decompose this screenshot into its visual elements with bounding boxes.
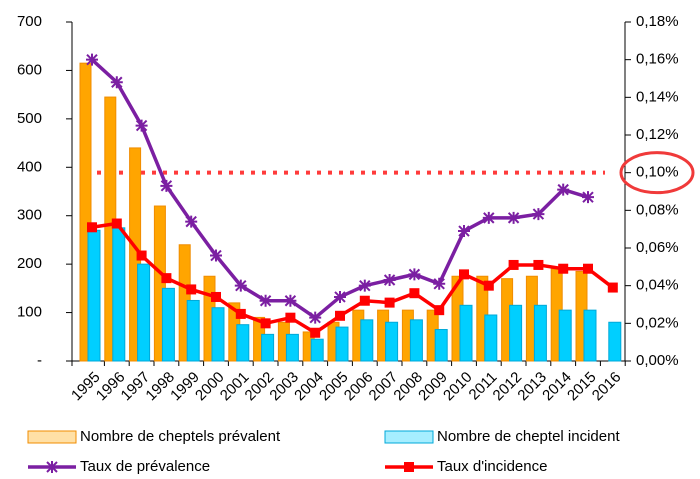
bar — [434, 329, 448, 362]
bar — [236, 324, 250, 362]
marker — [235, 308, 246, 319]
marker — [334, 290, 346, 303]
marker — [607, 282, 618, 293]
marker — [136, 250, 147, 261]
highlight-circle — [619, 151, 695, 195]
bar — [161, 287, 175, 362]
marker — [310, 327, 321, 338]
legend-swatch — [27, 430, 77, 444]
marker — [433, 277, 446, 290]
bar — [211, 307, 225, 362]
y-tick-label: 400 — [17, 158, 42, 175]
marker — [335, 310, 345, 321]
x-tick-label: 2016 — [589, 369, 625, 405]
marker — [211, 291, 221, 302]
marker — [459, 269, 469, 280]
marker — [358, 279, 371, 292]
marker — [185, 215, 198, 228]
marker — [86, 53, 98, 66]
bar — [385, 321, 399, 362]
legend-swatch — [384, 430, 434, 444]
marker — [583, 263, 593, 274]
marker — [482, 211, 495, 224]
bar — [459, 304, 473, 362]
marker — [160, 179, 173, 192]
y-tick-label: - — [37, 352, 42, 369]
y2-tick-label: 0,04% — [636, 277, 679, 294]
bar — [583, 309, 597, 362]
legend-label: Nombre de cheptel incident — [437, 428, 620, 445]
marker — [110, 76, 123, 89]
marker — [558, 263, 569, 274]
y2-tick-label: 0,08% — [636, 201, 679, 218]
marker — [234, 279, 247, 292]
marker — [409, 288, 420, 299]
y2-tick-label: 0,02% — [636, 314, 679, 331]
legend-marker — [404, 462, 414, 472]
marker — [483, 280, 494, 291]
bar — [533, 304, 547, 362]
marker — [260, 318, 271, 329]
bar — [335, 326, 349, 362]
marker — [259, 294, 272, 307]
bar — [509, 304, 523, 362]
legend-label: Nombre de cheptels prévalent — [80, 428, 281, 445]
marker — [111, 218, 122, 229]
y2-tick-label: 0,14% — [636, 88, 679, 105]
marker — [87, 222, 97, 233]
marker — [434, 305, 445, 316]
marker — [135, 119, 148, 132]
y-tick-label: 100 — [17, 304, 42, 321]
bar — [112, 227, 126, 362]
marker — [210, 249, 222, 262]
marker — [186, 284, 197, 295]
bar — [186, 299, 200, 362]
marker — [408, 268, 421, 281]
bar — [558, 309, 572, 362]
bar — [153, 205, 166, 362]
y2-tick-label: 0,12% — [636, 126, 679, 143]
marker — [508, 259, 519, 270]
marker — [383, 274, 396, 287]
line — [91, 221, 614, 335]
marker — [161, 273, 172, 284]
legend-label: Taux d'incidence — [437, 458, 547, 475]
marker — [557, 183, 570, 196]
marker — [582, 191, 594, 204]
y2-tick-label: 0,06% — [636, 239, 679, 256]
legend-marker — [46, 461, 58, 473]
y2-tick-label: 0,18% — [636, 13, 679, 30]
marker — [384, 297, 395, 308]
bar — [87, 229, 101, 362]
bar — [484, 314, 498, 362]
marker — [507, 211, 520, 224]
y-tick-label: 300 — [17, 207, 42, 224]
y2-tick-label: 0,16% — [636, 51, 679, 68]
bar — [79, 62, 92, 362]
y2-tick-label: 0,00% — [636, 352, 679, 369]
marker — [359, 295, 370, 306]
y-tick-label: 500 — [17, 110, 42, 127]
bar — [285, 333, 299, 362]
y-tick-label: 600 — [17, 61, 42, 78]
y-tick-label: 700 — [17, 13, 42, 30]
marker — [309, 311, 322, 324]
bar — [409, 319, 423, 362]
legend-label: Taux de prévalence — [80, 458, 210, 475]
marker — [285, 312, 296, 323]
bar — [137, 263, 151, 362]
bar — [608, 321, 622, 362]
y2-tick-label: 0,10% — [636, 164, 679, 181]
marker — [532, 208, 545, 221]
bar — [261, 333, 275, 362]
bar — [360, 319, 374, 362]
marker — [533, 259, 544, 270]
marker — [284, 294, 297, 307]
bar — [310, 338, 324, 362]
marker — [458, 225, 470, 238]
y-tick-label: 200 — [17, 255, 42, 272]
